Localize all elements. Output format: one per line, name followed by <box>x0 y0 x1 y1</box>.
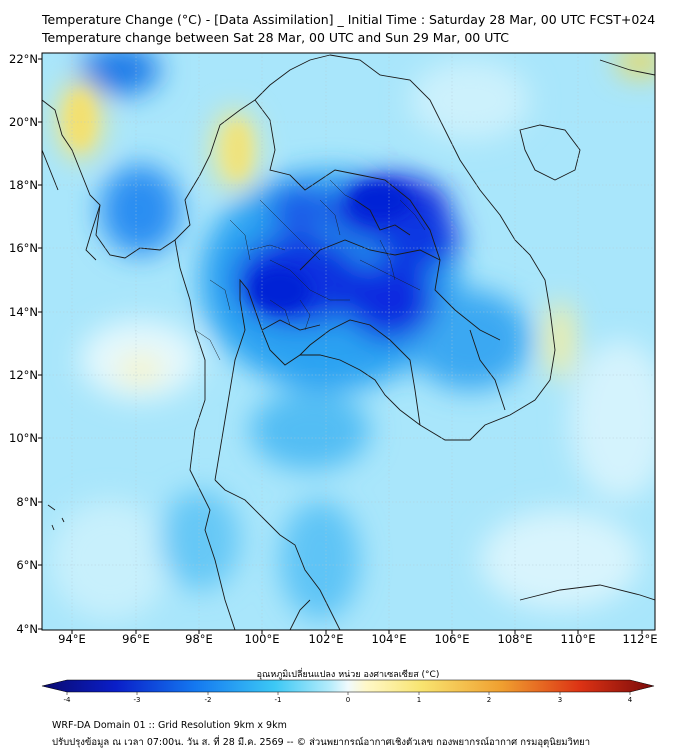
lat-label: 10°N <box>9 431 38 445</box>
colorbar-tick: -3 <box>133 696 141 704</box>
lon-label: 110°E <box>560 632 596 646</box>
lon-label: 96°E <box>122 632 150 646</box>
lat-label: 8°N <box>16 495 38 509</box>
axis-ticks <box>38 58 643 634</box>
colorbar-tick: -1 <box>274 696 282 704</box>
lat-label: 16°N <box>9 241 38 255</box>
lon-label: 106°E <box>434 632 470 646</box>
lon-label: 98°E <box>185 632 213 646</box>
lon-label: 108°E <box>497 632 533 646</box>
country-borders <box>42 54 655 630</box>
lon-label: 94°E <box>58 632 86 646</box>
lon-label: 112°E <box>622 632 658 646</box>
lat-label: 6°N <box>16 558 38 572</box>
lon-label: 102°E <box>308 632 344 646</box>
lat-label: 18°N <box>9 178 38 192</box>
lon-label: 104°E <box>371 632 407 646</box>
colorbar-tick: 3 <box>557 696 563 704</box>
colorbar-tick: 0 <box>345 696 351 704</box>
footer-model-info: WRF-DA Domain 01 :: Grid Resolution 9km … <box>52 720 287 731</box>
graticule <box>42 53 655 630</box>
colorbar-tick: 4 <box>627 696 633 704</box>
title-line-1: Temperature Change (°C) - [Data Assimila… <box>42 12 656 27</box>
lat-label: 12°N <box>9 368 38 382</box>
map-frame <box>41 52 656 631</box>
lat-label: 22°N <box>9 52 38 66</box>
colorbar-tick: -4 <box>63 696 71 704</box>
province-borders <box>194 179 426 361</box>
colorbar <box>41 679 655 695</box>
colorbar-tick: 2 <box>486 696 492 704</box>
colorbar-gradient <box>41 679 655 693</box>
temperature-field <box>42 53 655 630</box>
lon-label: 100°E <box>244 632 280 646</box>
title-line-2: Temperature change between Sat 28 Mar, 0… <box>42 30 509 45</box>
lat-label: 4°N <box>16 622 38 636</box>
colorbar-label: อุณหภูมิเปลี่ยนแปลง หน่วย องศาเซลเซียส (… <box>256 670 440 680</box>
footer-update-info: ปรับปรุงข้อมูล ณ เวลา 07:00น. วัน ส. ที่… <box>52 737 591 748</box>
colorbar-tick: 1 <box>416 696 422 704</box>
lat-label: 20°N <box>9 115 38 129</box>
colorbar-tick: -2 <box>204 696 212 704</box>
lat-label: 14°N <box>9 305 38 319</box>
